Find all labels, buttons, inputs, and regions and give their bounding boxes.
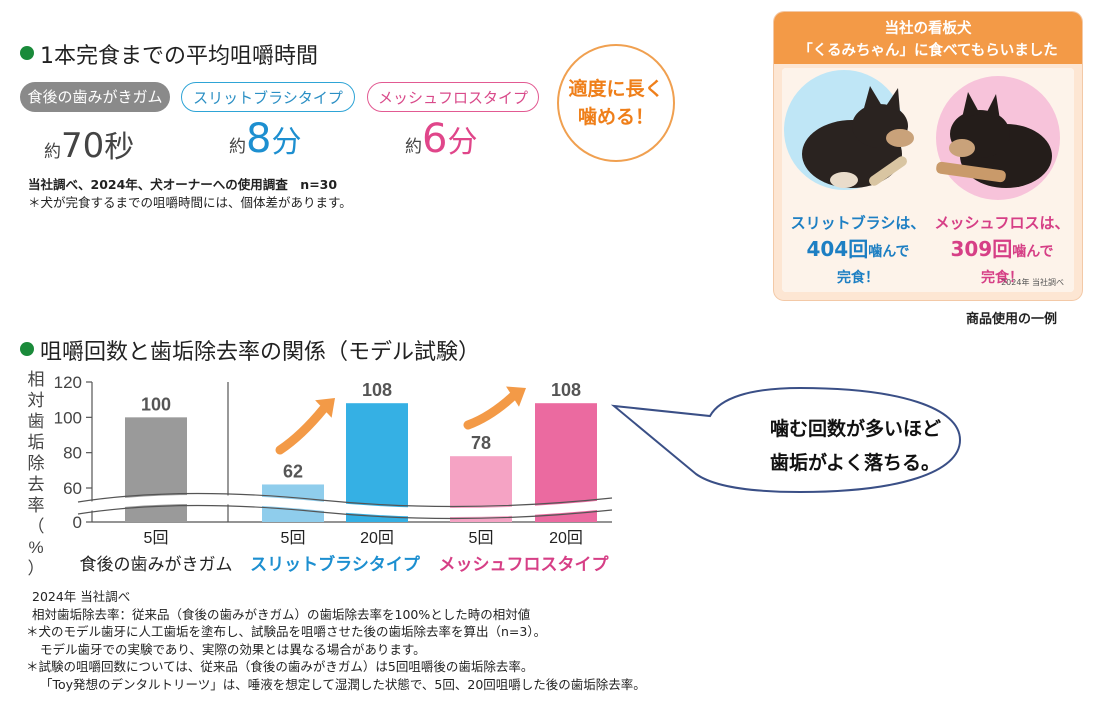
bubble-line-2: 歯垢がよく落ちる。 (770, 452, 941, 474)
group-label: 食後の歯みがきガム (80, 555, 233, 574)
y-tick-label: 0 (73, 513, 82, 532)
bar-value-label: 100 (141, 394, 171, 414)
time-slit-brush: 約8分 (229, 116, 302, 162)
ylabel-char: 歯 (28, 412, 45, 431)
dog-right-icon (936, 92, 1052, 188)
ylabel-char: 対 (28, 391, 45, 410)
x-tick-label: 5回 (281, 530, 306, 547)
bubble-line-1: 噛む回数が多いほど (770, 418, 942, 440)
ylabel-char: % (28, 538, 43, 557)
footnote-1: 2024年 当社調べ (32, 589, 131, 604)
footnote-5: ＊試験の咀嚼回数については、従来品（食後の歯みがきガム）は5回咀嚼後の歯垢除去率… (26, 659, 534, 674)
x-tick-label: 20回 (549, 530, 583, 547)
bar-value-label: 108 (551, 380, 581, 400)
axis-break-gap (77, 494, 613, 518)
footnote-2: 相対歯垢除去率：従来品（食後の歯みがきガム）の歯垢除去率を100%とした時の相対… (32, 606, 531, 622)
ylabel-char: 率 (28, 496, 45, 515)
photo-caption: 商品使用の一例 (966, 312, 1058, 327)
survey-note-2: ＊犬が完食するまでの咀嚼時間には、個体差があります。 (28, 195, 352, 210)
photo-left-text: スリットブラシは、 404回噛んで 完食！ (790, 214, 926, 286)
y-tick-label: 80 (63, 444, 82, 463)
speech-bubble (610, 386, 962, 494)
photo-area: スリットブラシは、 404回噛んで 完食！ メッシュフロスは、 309回噛んで … (782, 68, 1074, 292)
section-bullet (20, 46, 34, 60)
group-label: メッシュフロスタイプ (439, 554, 610, 574)
pill-mesh-floss: メッシュフロスタイプ (367, 82, 539, 112)
ylabel-char: （ (28, 517, 45, 536)
ylabel-char: ） (28, 559, 45, 578)
footnote-4: モデル歯牙での実験であり、実際の効果とは異なる場合があります。 (40, 641, 426, 657)
ylabel-char: 垢 (28, 433, 45, 452)
photo-credit: 2024年 当社調べ (1001, 278, 1064, 287)
photo-header: 当社の看板犬 「くるみちゃん」に食べてもらいました (774, 12, 1082, 64)
survey-note: 当社調べ、2024年、犬オーナーへの使用調査 n=30 (28, 177, 338, 192)
footnotes: 2024年 当社調べ 相対歯垢除去率：従来品（食後の歯みがきガム）の歯垢除去率を… (26, 588, 646, 693)
time-mesh-floss: 約6分 (405, 116, 478, 162)
trend-arrow-mesh-shaft (463, 392, 518, 430)
pill-gum: 食後の歯みがきガム (20, 82, 170, 112)
dog-photo (782, 68, 1074, 292)
ylabel-char: 相 (28, 370, 45, 389)
chew-badge: 適度に長く 噛める！ (557, 44, 675, 162)
photo-card: 当社の看板犬 「くるみちゃん」に食べてもらいました (774, 12, 1082, 300)
footnote-3: ＊犬のモデル歯牙に人工歯垢を塗布し、試験品を咀嚼させた後の歯垢除去率を算出（n=… (26, 624, 547, 639)
trend-arrow-mesh-head (506, 386, 526, 407)
section-bullet-2 (20, 342, 34, 356)
ylabel-char: 除 (28, 454, 45, 473)
y-tick-label: 60 (63, 479, 82, 498)
footnote-6: 「Toy発想のデンタルトリーツ」は、唾液を想定して湿潤した状態で、5回、20回咀… (40, 676, 646, 692)
bar-value-label: 62 (283, 461, 303, 481)
time-gum: 約70秒 (44, 126, 135, 166)
photo-right-text: メッシュフロスは、 309回噛んで 完食！ (934, 214, 1070, 286)
trend-arrow-slit-head (315, 398, 335, 418)
section1-title: 1本完食までの平均咀嚼時間 (40, 44, 318, 69)
section2-title: 咀嚼回数と歯垢除去率の関係（モデル試験） (40, 340, 481, 365)
y-tick-label: 120 (54, 373, 82, 392)
x-tick-label: 20回 (360, 530, 394, 547)
pill-slit-brush: スリットブラシタイプ (181, 82, 355, 112)
trend-arrow-slit-shaft (275, 404, 328, 455)
dog-left-icon (802, 86, 914, 188)
bar-value-label: 108 (362, 380, 392, 400)
x-tick-label: 5回 (144, 530, 169, 547)
axis-break-line-bottom (77, 504, 613, 520)
y-tick-label: 100 (54, 408, 82, 427)
bar-2-2 (346, 403, 408, 522)
ylabel-char: 去 (28, 475, 45, 494)
x-tick-label: 5回 (469, 530, 494, 547)
bar-value-label: 78 (471, 433, 491, 453)
group-label: スリットブラシタイプ (250, 554, 421, 574)
axis-break-line-top (77, 492, 613, 508)
